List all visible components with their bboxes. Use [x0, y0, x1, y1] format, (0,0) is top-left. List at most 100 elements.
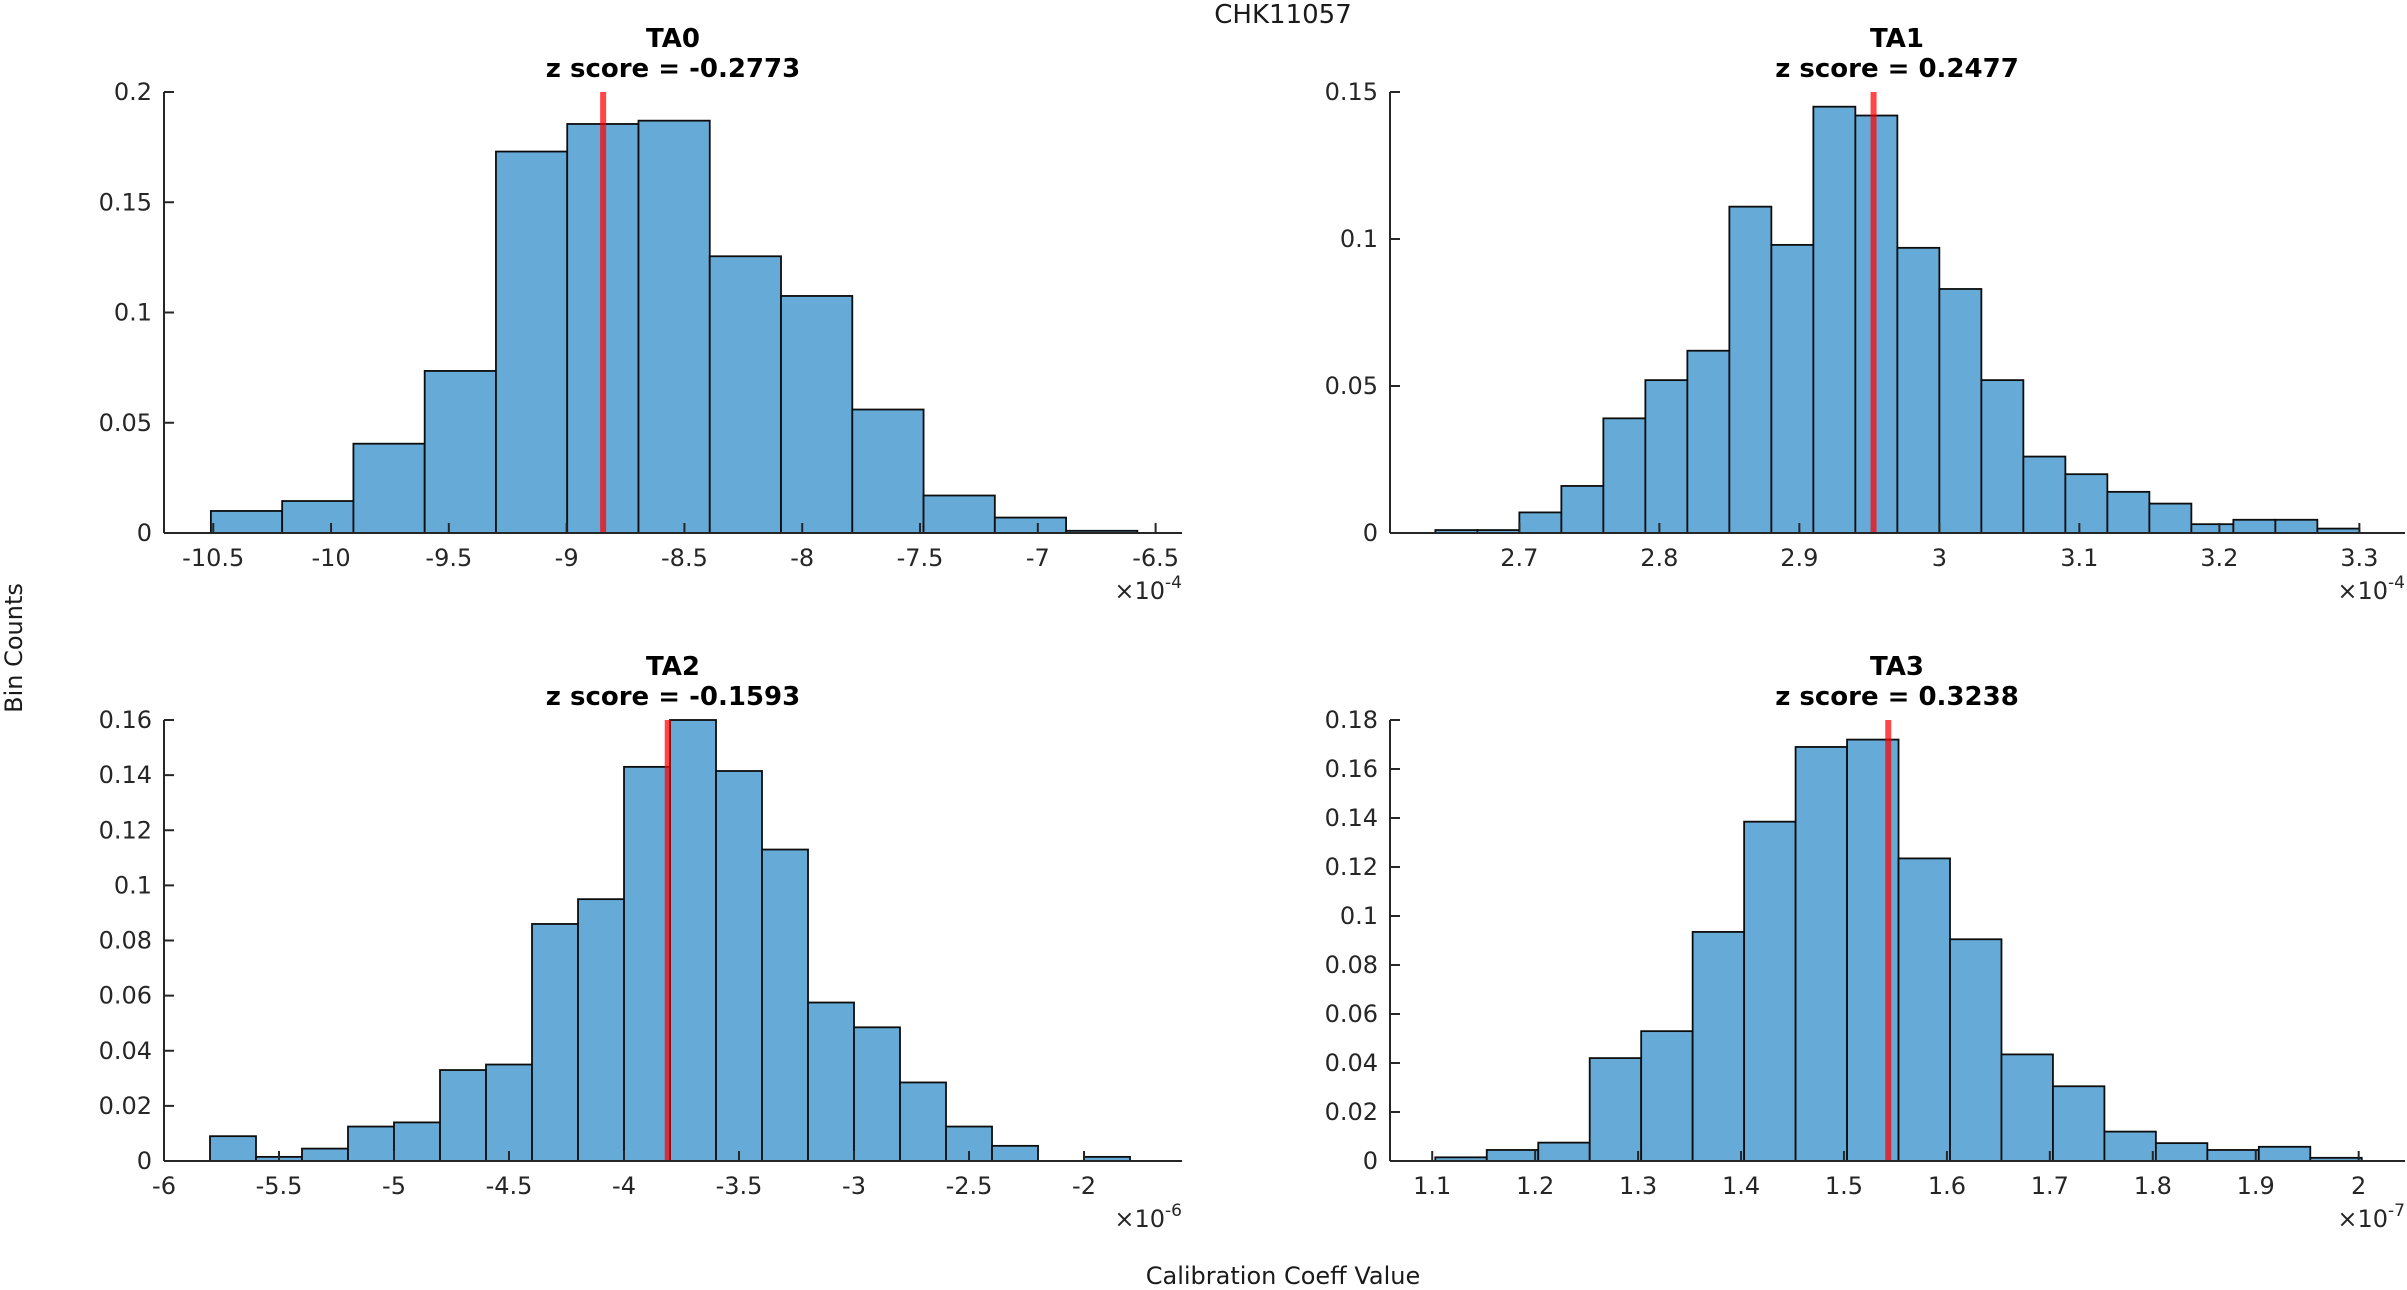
y-tick-label: 0.15 — [99, 188, 152, 216]
subplot-title-ta0: TA0 z score = -0.2773 — [273, 24, 1073, 84]
x-tick-label: 2.9 — [1780, 544, 1818, 572]
subplot-ta3-zscore: z score = 0.3238 — [1775, 682, 2019, 712]
x-exponent-label: ×10-4 — [2337, 573, 2405, 605]
subplot-ta1-zscore: z score = 0.2477 — [1775, 54, 2019, 84]
y-tick-label: 0.1 — [1340, 225, 1378, 253]
y-tick-label: 0.12 — [99, 816, 152, 844]
x-tick-label: -3 — [842, 1172, 866, 1200]
y-tick-label: 0.18 — [1325, 706, 1378, 734]
histogram-bar — [2232, 518, 2277, 534]
y-tick-label: 0.08 — [1325, 951, 1378, 979]
histogram-bar — [715, 770, 763, 1162]
x-tick-label: 2.7 — [1500, 544, 1538, 572]
histogram-bar — [1980, 379, 2025, 534]
histogram-bar — [2274, 518, 2319, 534]
y-tick-label: 0.16 — [1325, 755, 1378, 783]
histogram-bar — [1691, 931, 1746, 1162]
y-tick-label: 0 — [1363, 519, 1378, 547]
x-tick-label: -4.5 — [486, 1172, 533, 1200]
histogram-bar — [531, 923, 579, 1162]
histogram-bar — [2106, 490, 2151, 534]
y-tick-label: 0.1 — [114, 871, 152, 899]
y-tick-label: 0.14 — [1325, 804, 1378, 832]
histogram-bar — [1644, 379, 1689, 534]
x-tick-label: -6.5 — [1132, 544, 1179, 572]
subplot-ta0-zscore: z score = -0.2773 — [545, 54, 801, 84]
x-tick-label: 3.3 — [2340, 544, 2378, 572]
histogram-bar — [1897, 857, 1951, 1162]
histogram-bar — [1770, 243, 1815, 534]
x-tick-label: 1.1 — [1413, 1172, 1451, 1200]
histogram-bar — [2103, 1130, 2157, 1162]
histogram-bar — [807, 1001, 855, 1162]
histogram-bar — [485, 1063, 533, 1162]
histogram-bar — [495, 150, 569, 534]
x-tick-label: 2 — [2351, 1172, 2366, 1200]
histogram-bar — [853, 1026, 901, 1162]
subplot-title-ta1: TA1 z score = 0.2477 — [1497, 24, 2297, 84]
y-tick-label: 0.02 — [99, 1092, 152, 1120]
histogram-bar — [209, 1135, 257, 1162]
histogram-bar — [2206, 1149, 2260, 1162]
x-exponent-label: ×10-7 — [2337, 1201, 2405, 1233]
y-tick-label: 0 — [137, 519, 152, 547]
y-tick-label: 0.16 — [99, 706, 152, 734]
x-axis-label: Calibration Coeff Value — [1145, 1262, 1421, 1290]
histogram-bar — [2190, 523, 2235, 534]
histogram-bar — [1743, 820, 1797, 1162]
histogram-bar — [1537, 1141, 1591, 1162]
histogram-bar — [301, 1147, 349, 1162]
histogram-bar — [2148, 502, 2193, 534]
x-tick-label: 1.6 — [1928, 1172, 1966, 1200]
x-tick-label: 1.8 — [2134, 1172, 2172, 1200]
y-tick-label: 0.06 — [99, 982, 152, 1010]
histogram-bar — [1602, 417, 1647, 534]
x-tick-label: 3.2 — [2200, 544, 2238, 572]
histogram-bar — [209, 510, 284, 534]
y-tick-label: 0.05 — [99, 409, 152, 437]
histogram-bar — [281, 500, 355, 534]
x-tick-label: -4 — [612, 1172, 636, 1200]
histogram-bar — [393, 1121, 441, 1162]
y-tick-label: 0.02 — [1325, 1098, 1378, 1126]
y-tick-label: 0.08 — [99, 927, 152, 955]
x-tick-label: -5.5 — [256, 1172, 303, 1200]
x-exponent-label: ×10-4 — [1114, 573, 1182, 605]
histogram-bar — [1794, 746, 1848, 1162]
histogram-bar — [2052, 1085, 2106, 1162]
histogram-bar — [2154, 1142, 2209, 1162]
y-tick-label: 0.04 — [1325, 1049, 1378, 1077]
histogram-bar — [1588, 1057, 1643, 1162]
x-tick-label: 1.4 — [1722, 1172, 1760, 1200]
subplot-ta3-name: TA3 — [1870, 652, 1924, 682]
histogram-bar — [899, 1081, 947, 1162]
x-tick-label: -3.5 — [716, 1172, 763, 1200]
y-axis-label: Bin Counts — [0, 583, 28, 713]
x-tick-label: -10 — [311, 544, 350, 572]
histogram-bar — [780, 295, 854, 534]
x-tick-label: -7 — [1026, 544, 1050, 572]
histogram-bar — [761, 848, 809, 1162]
histogram-bar — [1949, 938, 2003, 1162]
histogram-bar — [1485, 1149, 1540, 1162]
x-exponent-label: ×10-6 — [1114, 1201, 1182, 1233]
y-tick-label: 0.06 — [1325, 1000, 1378, 1028]
x-tick-label: -2.5 — [946, 1172, 993, 1200]
histogram-bar — [2257, 1145, 2312, 1162]
histogram-bar — [669, 719, 717, 1162]
x-tick-label: -8.5 — [661, 544, 708, 572]
y-tick-label: 0.12 — [1325, 853, 1378, 881]
histogram-bar — [1640, 1030, 1694, 1162]
x-tick-label: -9.5 — [425, 544, 472, 572]
x-tick-label: 1.5 — [1825, 1172, 1863, 1200]
subplot-title-ta2: TA2 z score = -0.1593 — [273, 652, 1073, 712]
histogram-bar — [1728, 205, 1773, 534]
y-tick-label: 0.1 — [1340, 902, 1378, 930]
histogram-bar — [577, 898, 625, 1162]
y-tick-label: 0.15 — [1325, 78, 1378, 106]
x-tick-label: 1.7 — [2031, 1172, 2069, 1200]
subplot-title-ta3: TA3 z score = 0.3238 — [1497, 652, 2297, 712]
histogram-bar — [1686, 349, 1731, 534]
subplot-ta0-name: TA0 — [646, 24, 700, 54]
